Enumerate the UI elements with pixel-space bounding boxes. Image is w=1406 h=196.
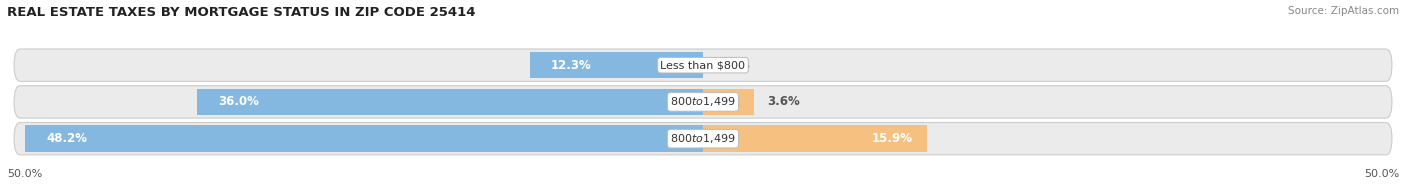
Text: $800 to $1,499: $800 to $1,499 — [671, 95, 735, 108]
Text: 3.6%: 3.6% — [768, 95, 800, 108]
Text: 36.0%: 36.0% — [218, 95, 259, 108]
Text: 12.3%: 12.3% — [551, 59, 592, 72]
FancyBboxPatch shape — [14, 86, 1392, 118]
Bar — [530, 52, 703, 78]
Text: $800 to $1,499: $800 to $1,499 — [671, 132, 735, 145]
Text: Source: ZipAtlas.com: Source: ZipAtlas.com — [1288, 6, 1399, 16]
Text: 0.0%: 0.0% — [717, 59, 749, 72]
Text: 50.0%: 50.0% — [7, 169, 42, 179]
FancyBboxPatch shape — [14, 122, 1392, 155]
Bar — [703, 125, 927, 152]
Bar — [197, 89, 703, 115]
Bar — [25, 125, 703, 152]
Text: 50.0%: 50.0% — [1364, 169, 1399, 179]
Bar — [703, 89, 754, 115]
Text: 15.9%: 15.9% — [872, 132, 912, 145]
FancyBboxPatch shape — [14, 49, 1392, 81]
Text: 48.2%: 48.2% — [46, 132, 87, 145]
Text: REAL ESTATE TAXES BY MORTGAGE STATUS IN ZIP CODE 25414: REAL ESTATE TAXES BY MORTGAGE STATUS IN … — [7, 6, 475, 19]
Text: Less than $800: Less than $800 — [661, 60, 745, 70]
